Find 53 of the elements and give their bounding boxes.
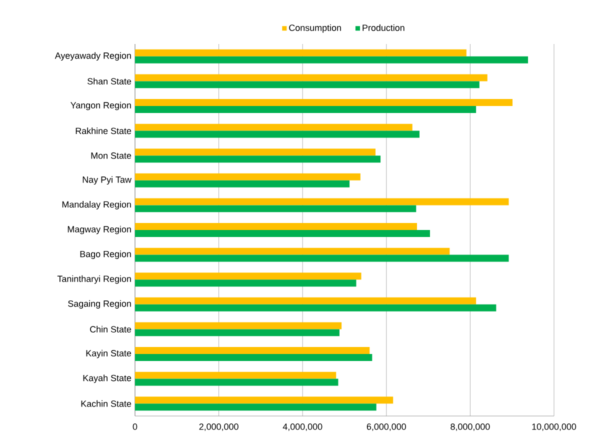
bar (135, 378, 338, 386)
bar (135, 205, 416, 212)
bar (135, 173, 360, 180)
bar (135, 272, 362, 280)
bar (135, 329, 340, 336)
y-tick-label: Ayeyawady Region (54, 52, 131, 61)
bar (135, 124, 412, 131)
bar (135, 404, 376, 411)
bar (135, 180, 350, 188)
bar (135, 49, 466, 56)
y-tick-label: Kayah State (83, 374, 132, 383)
bar (135, 230, 430, 237)
bar (135, 248, 450, 255)
bar (135, 56, 528, 64)
y-tick-label: Sagaing Region (68, 300, 131, 309)
y-tick-label: Shan State (88, 78, 132, 84)
y-tick-label: Kayin State (86, 350, 132, 358)
bar (135, 347, 370, 354)
y-tick-label: Mandalay Region (62, 201, 131, 210)
x-tick-label: 6,000,000 (366, 424, 406, 431)
bar (135, 130, 420, 138)
x-tick-label: 0 (132, 424, 138, 430)
y-tick-label: Yangon Region (70, 102, 131, 110)
bar (135, 372, 336, 379)
x-tick-label: 8,000,000 (450, 424, 490, 431)
bar (135, 354, 372, 361)
bar (135, 254, 509, 262)
bar (135, 99, 513, 106)
bar (135, 74, 488, 82)
bar (135, 322, 342, 330)
x-tick-label: 2,000,000 (199, 424, 238, 431)
bar (135, 223, 417, 230)
y-tick-label: Chin State (90, 326, 132, 333)
bar (135, 304, 496, 312)
bar (135, 81, 480, 88)
bar (135, 148, 376, 156)
x-tick-label: 4,000,000 (282, 424, 322, 431)
bar (135, 297, 476, 304)
y-tick-label: Nay Pyi Taw (82, 176, 132, 185)
bar (135, 106, 476, 113)
x-tick-label: 10,000,000 (532, 424, 576, 431)
y-tick-label: Rakhine State (76, 128, 132, 134)
bar (135, 156, 381, 163)
legend-label: Production (362, 24, 404, 31)
bar (135, 280, 356, 287)
bar (135, 396, 394, 404)
bar (135, 198, 509, 206)
y-tick-label: Tanintharyi Region (57, 275, 131, 284)
y-tick-label: Mon State (91, 152, 132, 159)
y-tick-label: Magway Region (68, 226, 131, 234)
y-tick-label: Kachin State (81, 400, 132, 407)
legend-label: Consumption (289, 24, 341, 33)
y-tick-label: Bago Region (80, 250, 131, 259)
